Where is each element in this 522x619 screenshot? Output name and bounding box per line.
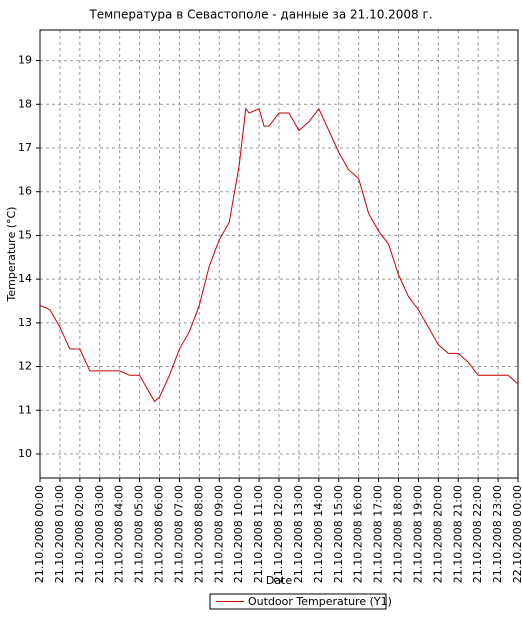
x-tick-label: 21.10.2008 01:00 [53, 485, 66, 583]
legend-box [209, 593, 387, 610]
y-tick-label: 11 [18, 403, 32, 416]
x-tick-label: 21.10.2008 10:00 [232, 485, 245, 583]
y-tick-label: 19 [18, 54, 32, 67]
legend-label: Outdoor Temperature (Y1) [248, 595, 392, 608]
y-tick-label: 13 [18, 316, 32, 329]
data-line [39, 107, 519, 403]
x-axis-title: Date [266, 574, 293, 587]
x-tick-label: 21.10.2008 03:00 [93, 485, 106, 583]
x-tick-label: 21.10.2008 21:00 [451, 485, 464, 583]
x-tick-label: 21.10.2008 23:00 [491, 485, 504, 583]
y-tick-label: 18 [18, 97, 32, 110]
x-tick-label: 21.10.2008 13:00 [292, 485, 305, 583]
y-tick-label: 16 [18, 185, 32, 198]
x-tick-label: 21.10.2008 14:00 [312, 485, 325, 583]
y-axis-title: Temperature (°C) [5, 207, 18, 303]
x-tick-label: 21.10.2008 17:00 [372, 485, 385, 583]
x-tick-label: 21.10.2008 06:00 [153, 485, 166, 583]
x-tick-label: 21.10.2008 04:00 [113, 485, 126, 583]
x-tick-label: 21.10.2008 20:00 [431, 485, 444, 583]
x-tick-label: 21.10.2008 02:00 [73, 485, 86, 583]
x-tick-label: 22.10.2008 00:00 [511, 485, 522, 583]
x-tick-label: 21.10.2008 16:00 [352, 485, 365, 583]
plot-frame [39, 29, 519, 479]
y-tick-label: 14 [18, 272, 32, 285]
x-tick-label: 21.10.2008 09:00 [212, 485, 225, 583]
y-tick-label: 10 [18, 447, 32, 460]
x-tick-label: 21.10.2008 18:00 [392, 485, 405, 583]
x-tick-label: 21.10.2008 22:00 [471, 485, 484, 583]
x-tick-label: 21.10.2008 00:00 [33, 485, 46, 583]
x-tick-label: 21.10.2008 11:00 [252, 485, 265, 583]
x-tick-label: 21.10.2008 08:00 [192, 485, 205, 583]
x-tick-label: 21.10.2008 12:00 [272, 485, 285, 583]
y-tick-label: 12 [18, 360, 32, 373]
y-tick-label: 15 [18, 228, 32, 241]
x-tick-label: 21.10.2008 05:00 [133, 485, 146, 583]
chart-title: Температура в Севастополе - данные за 21… [88, 8, 432, 22]
x-tick-label: 21.10.2008 19:00 [411, 485, 424, 583]
y-tick-label: 17 [18, 141, 32, 154]
x-tick-label: 21.10.2008 15:00 [332, 485, 345, 583]
x-tick-label: 21.10.2008 07:00 [172, 485, 185, 583]
